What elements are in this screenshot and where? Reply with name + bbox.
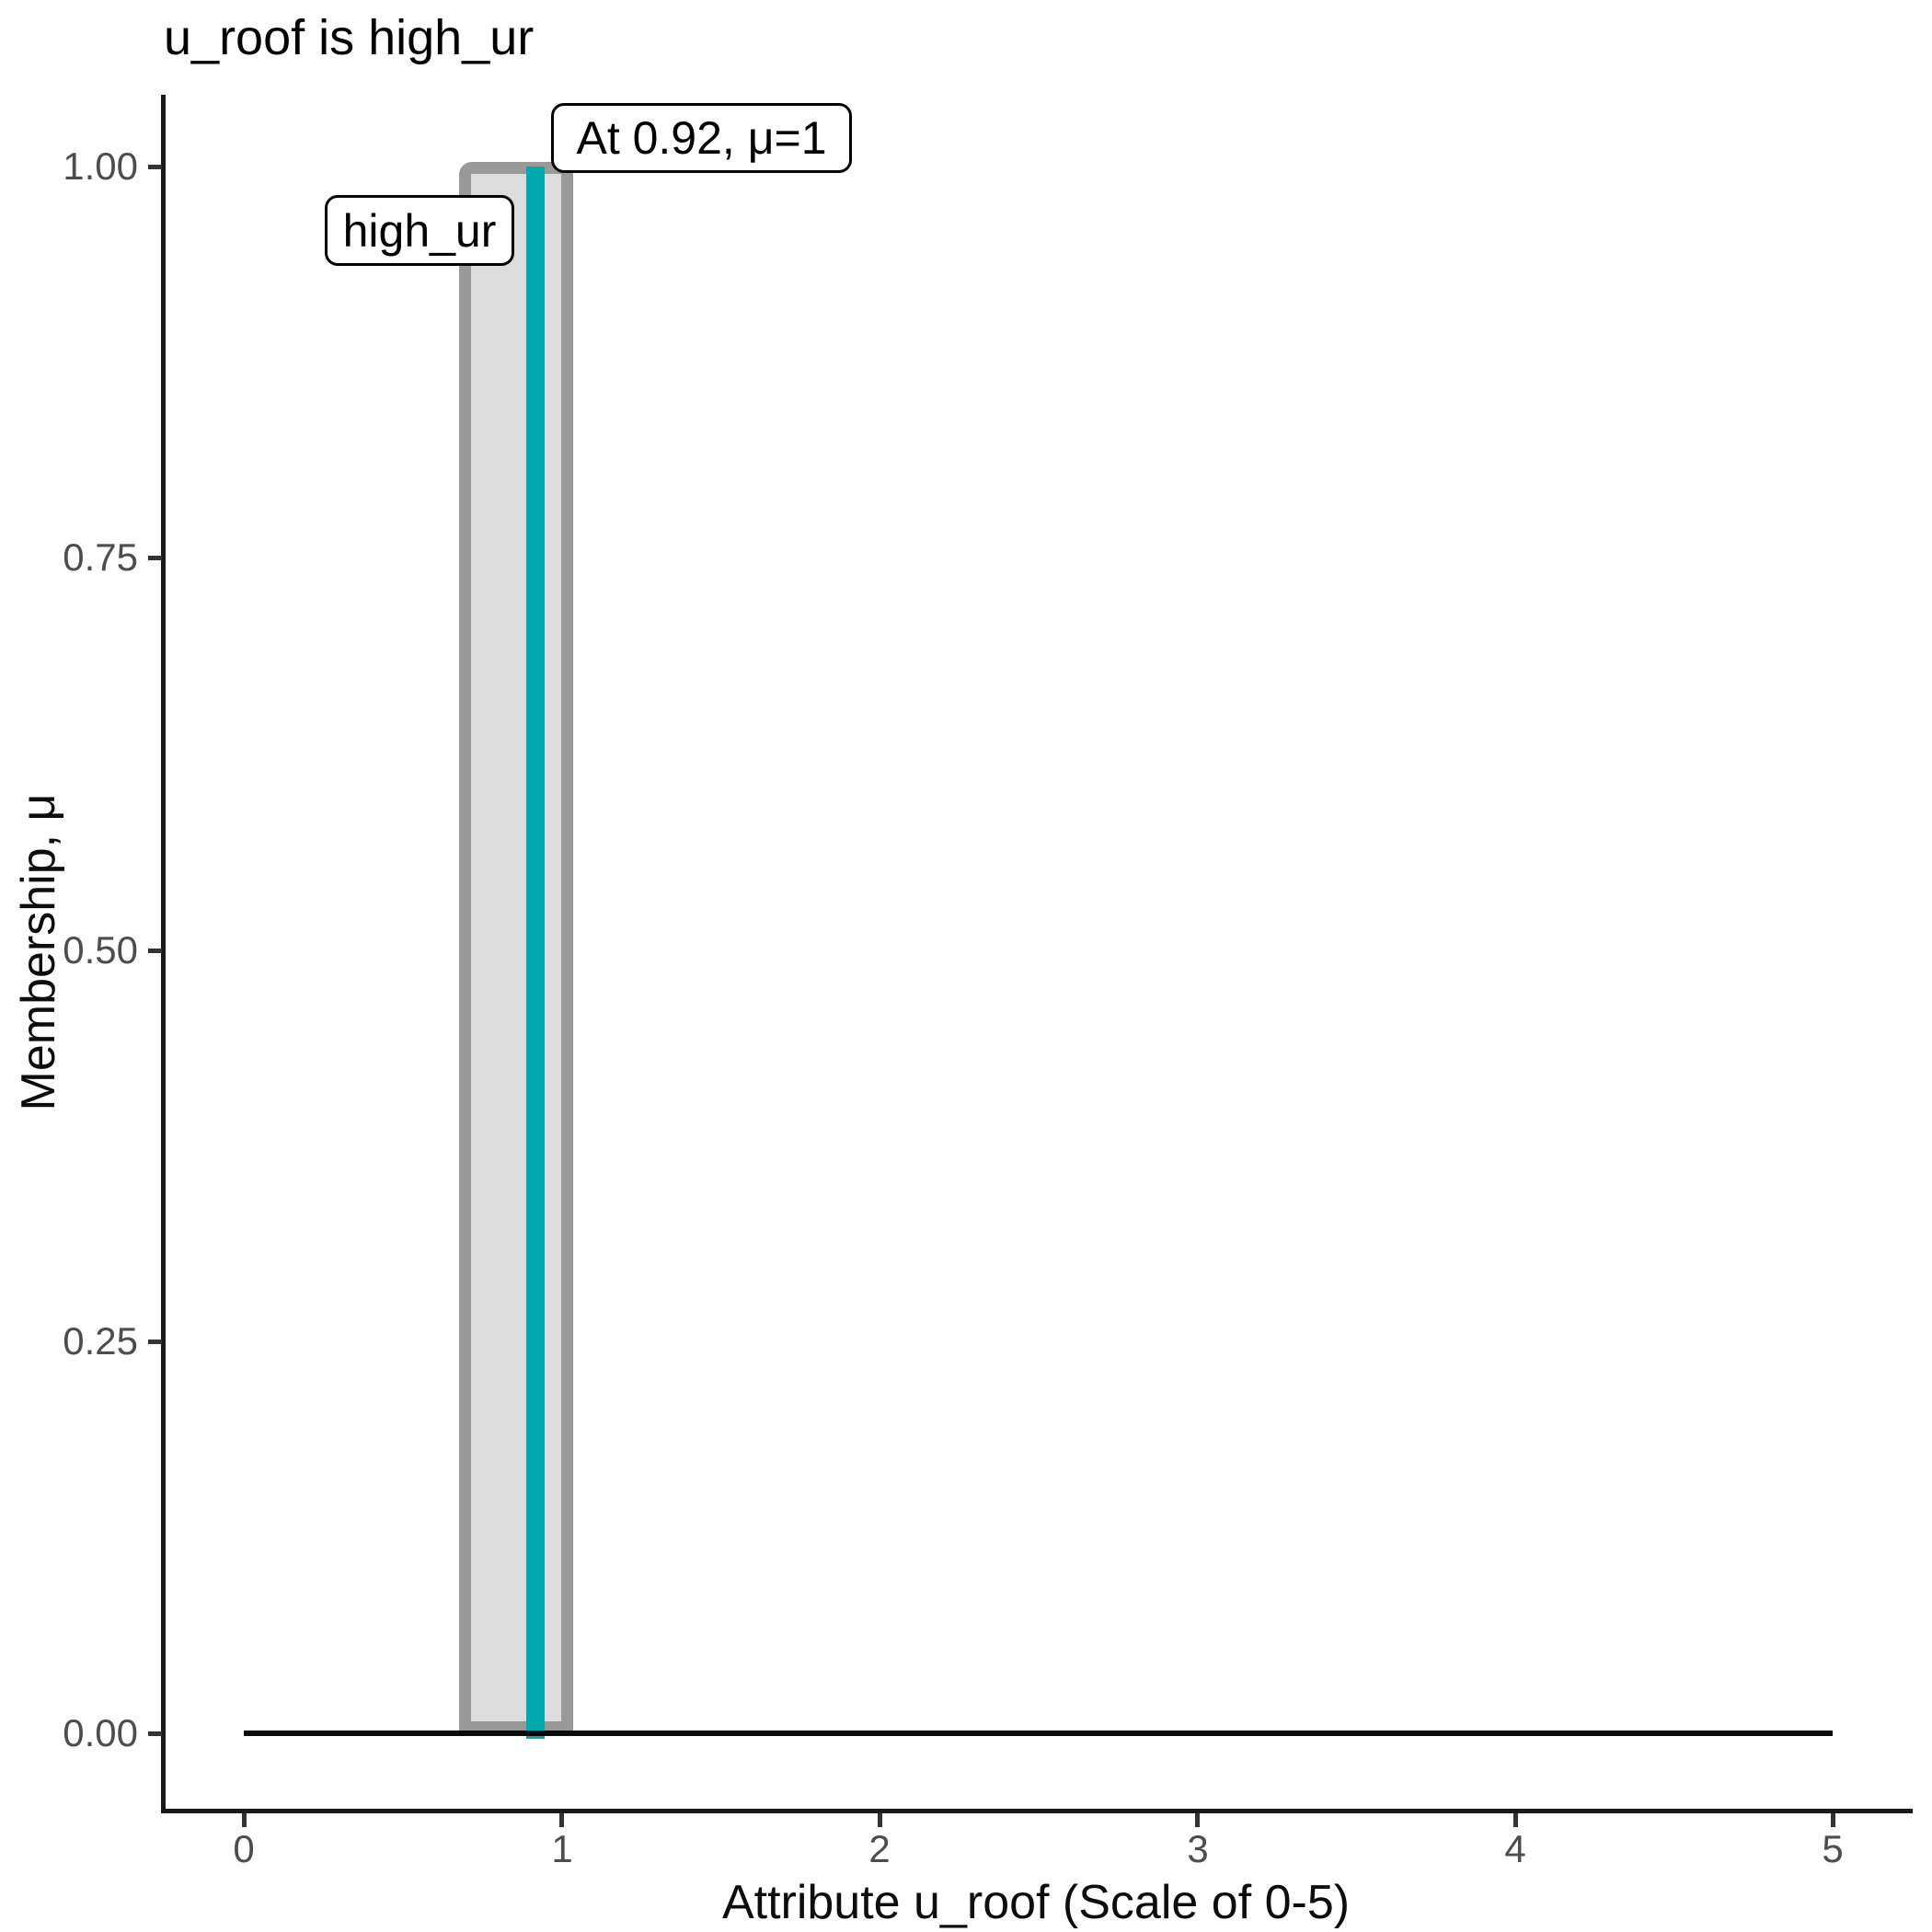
membership-function-area (459, 162, 573, 1733)
marker-line (526, 167, 545, 1739)
x-tick-label-1: 1 (551, 1827, 573, 1870)
marker-value-label-text: At 0.92, μ=1 (576, 112, 827, 164)
y-tick-050 (148, 949, 162, 953)
x-tick-3 (1195, 1813, 1200, 1827)
y-tick-label-025: 0.25 (63, 1319, 138, 1363)
y-tick-label-100: 1.00 (63, 144, 138, 188)
zero-membership-baseline (244, 1731, 1833, 1736)
y-tick-000 (148, 1731, 162, 1736)
x-tick-4 (1513, 1813, 1518, 1827)
x-tick-2 (878, 1813, 882, 1827)
y-tick-075 (148, 556, 162, 560)
y-tick-label-050: 0.50 (63, 928, 138, 972)
x-axis-line (161, 1809, 1913, 1813)
x-tick-label-3: 3 (1187, 1827, 1209, 1870)
x-tick-label-0: 0 (233, 1827, 255, 1870)
chart-title: u_roof is high_ur (164, 10, 535, 65)
x-tick-0 (242, 1813, 247, 1827)
marker-value-label: At 0.92, μ=1 (551, 103, 852, 173)
set-name-label-text: high_ur (342, 204, 497, 257)
y-tick-025 (148, 1340, 162, 1344)
x-axis-title: Attribute u_roof (Scale of 0-5) (721, 1876, 1351, 1929)
y-tick-100 (148, 165, 162, 169)
x-tick-1 (559, 1813, 564, 1827)
x-tick-label-5: 5 (1822, 1827, 1844, 1870)
x-tick-label-2: 2 (868, 1827, 891, 1870)
y-axis-line (161, 95, 166, 1813)
x-tick-5 (1831, 1813, 1835, 1827)
y-tick-label-000: 0.00 (63, 1711, 138, 1754)
y-axis-title: Membership, μ (12, 793, 65, 1111)
x-tick-label-4: 4 (1504, 1827, 1526, 1870)
set-name-label: high_ur (325, 195, 514, 266)
y-tick-label-075: 0.75 (63, 535, 138, 579)
